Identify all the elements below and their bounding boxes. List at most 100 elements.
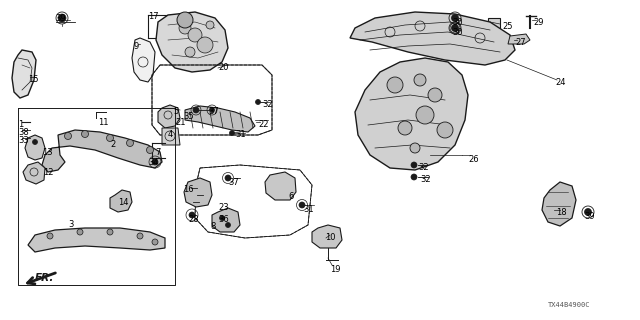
Circle shape	[411, 162, 417, 168]
Circle shape	[428, 88, 442, 102]
Text: 23: 23	[218, 203, 228, 212]
Circle shape	[127, 140, 134, 147]
Text: 32: 32	[420, 175, 431, 184]
Text: 32: 32	[262, 100, 273, 109]
Text: 1: 1	[18, 120, 23, 129]
Text: 39: 39	[55, 14, 66, 23]
Circle shape	[65, 132, 72, 140]
Text: 6: 6	[288, 192, 293, 201]
Circle shape	[137, 233, 143, 239]
Text: 13: 13	[42, 148, 52, 157]
Polygon shape	[508, 34, 530, 44]
Text: 4: 4	[168, 130, 173, 139]
Text: 35: 35	[183, 112, 194, 121]
Circle shape	[209, 108, 214, 113]
Circle shape	[411, 174, 417, 180]
Circle shape	[107, 229, 113, 235]
Text: 29: 29	[533, 18, 543, 27]
Circle shape	[58, 14, 66, 22]
Circle shape	[106, 134, 113, 141]
Text: 30: 30	[452, 28, 463, 37]
Circle shape	[451, 14, 458, 21]
Circle shape	[299, 202, 305, 208]
Circle shape	[225, 175, 231, 181]
Text: 37: 37	[228, 178, 239, 187]
Polygon shape	[25, 135, 45, 160]
Text: 26: 26	[468, 155, 479, 164]
Bar	[488, 18, 500, 40]
Circle shape	[152, 159, 158, 165]
Circle shape	[414, 74, 426, 86]
Text: 36: 36	[218, 215, 228, 224]
Circle shape	[77, 229, 83, 235]
Text: 39: 39	[584, 212, 595, 221]
Polygon shape	[110, 190, 132, 212]
Text: 21: 21	[175, 118, 186, 127]
Text: 14: 14	[118, 198, 129, 207]
Polygon shape	[350, 12, 515, 65]
Circle shape	[398, 121, 412, 135]
Text: 20: 20	[218, 63, 228, 72]
Polygon shape	[158, 105, 180, 128]
Text: 22: 22	[258, 120, 269, 129]
Text: 25: 25	[502, 22, 513, 31]
Polygon shape	[12, 50, 36, 98]
Circle shape	[220, 215, 225, 220]
Polygon shape	[542, 182, 576, 226]
Text: 7: 7	[155, 148, 161, 157]
Polygon shape	[355, 58, 468, 170]
Text: 31: 31	[303, 205, 314, 214]
Text: 18: 18	[556, 208, 566, 217]
Circle shape	[189, 212, 195, 218]
Text: 17: 17	[148, 12, 159, 21]
Polygon shape	[42, 130, 162, 172]
Bar	[466, 27, 474, 37]
Circle shape	[33, 140, 38, 145]
Circle shape	[185, 47, 195, 57]
Text: TX44B4900C: TX44B4900C	[548, 302, 591, 308]
Circle shape	[387, 77, 403, 93]
Text: 32: 32	[418, 163, 429, 172]
Text: 24: 24	[555, 78, 566, 87]
Polygon shape	[184, 178, 212, 207]
Text: 9: 9	[133, 42, 138, 51]
Text: 30: 30	[452, 18, 463, 27]
Text: 28: 28	[188, 215, 198, 224]
Text: FR.: FR.	[35, 273, 54, 283]
Circle shape	[416, 106, 434, 124]
Circle shape	[81, 131, 88, 138]
Circle shape	[47, 233, 53, 239]
Text: 27: 27	[515, 38, 525, 47]
Text: 15: 15	[28, 75, 38, 84]
Polygon shape	[312, 225, 342, 248]
Polygon shape	[156, 12, 228, 72]
Text: 5: 5	[173, 107, 179, 116]
Polygon shape	[265, 172, 296, 200]
Circle shape	[188, 28, 202, 42]
Polygon shape	[185, 106, 255, 132]
Circle shape	[206, 21, 214, 29]
Circle shape	[230, 131, 234, 135]
Circle shape	[152, 239, 158, 245]
Text: 10: 10	[325, 233, 335, 242]
Text: 11: 11	[98, 118, 109, 127]
Circle shape	[437, 122, 453, 138]
Circle shape	[255, 100, 260, 105]
Polygon shape	[212, 208, 240, 232]
Circle shape	[147, 147, 154, 154]
Text: 38: 38	[18, 128, 29, 137]
Circle shape	[410, 143, 420, 153]
Text: 3: 3	[68, 220, 74, 229]
Bar	[451, 23, 459, 33]
Polygon shape	[162, 128, 180, 145]
Polygon shape	[23, 162, 45, 184]
Circle shape	[193, 107, 199, 113]
Polygon shape	[132, 38, 155, 82]
Circle shape	[179, 22, 191, 34]
Circle shape	[225, 222, 230, 228]
Circle shape	[177, 12, 193, 28]
Text: 12: 12	[43, 168, 54, 177]
Circle shape	[451, 25, 458, 31]
Text: 33: 33	[18, 136, 29, 145]
Text: 37: 37	[208, 107, 219, 116]
